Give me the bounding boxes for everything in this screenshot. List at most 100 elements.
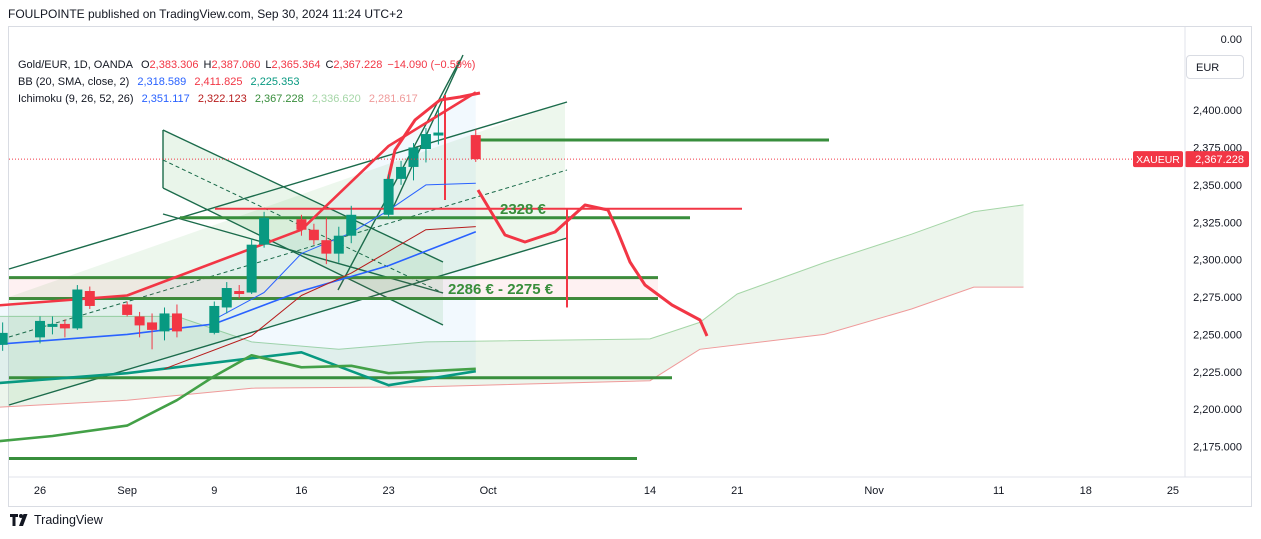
chart-frame [8, 26, 1252, 507]
zone-lower-label: 2286 € - 2275 € [448, 281, 554, 298]
trendline [162, 129, 444, 263]
series-lagging-line [0, 353, 476, 443]
open-label: O [140, 59, 150, 71]
legend-bb[interactable]: BB (20, SMA, close, 2) 2,318.589 2,411.8… [18, 76, 304, 88]
candle-body [0, 332, 8, 345]
x-tick-label: Sep [117, 485, 137, 497]
plot-area: 2328 € 2286 € - 2275 € [0, 54, 1024, 460]
publish-header: FOULPOINTE published on TradingView.com,… [8, 7, 403, 21]
price-tag-text: 2,367.228 [1195, 154, 1244, 166]
tradingview-icon [10, 514, 28, 526]
candle-body [209, 305, 220, 333]
high-value: 2,387.060 [211, 59, 261, 71]
trendline [162, 213, 444, 294]
price-tag-bg [1185, 151, 1249, 168]
y-tick-label: 2,200.000 [1193, 404, 1242, 416]
candle-body [171, 313, 182, 332]
x-tick-label: 18 [1080, 485, 1092, 497]
y-tick-label: 2,175.000 [1193, 442, 1242, 454]
lead1-line [0, 204, 1024, 350]
candle-body [134, 316, 145, 326]
series-base-line [164, 226, 476, 370]
candle-body [296, 219, 307, 230]
bb-title: BB (20, SMA, close, 2) [18, 76, 130, 88]
bb-lower-value: 2,225.353 [250, 76, 300, 88]
zone-upper-label: 2328 € [500, 201, 547, 218]
candle-body [35, 320, 45, 338]
projection-path [476, 189, 709, 337]
legend-symbol[interactable]: Gold/EUR, 1D, OANDA O2,383.306 H2,387.060… [18, 59, 485, 71]
candle-body [147, 322, 158, 330]
x-tick-label: 21 [731, 485, 743, 497]
candle-body [122, 304, 133, 315]
lagging-value: 2,367.228 [254, 93, 304, 105]
x-tick-label: 11 [993, 485, 1004, 497]
candle-body [59, 323, 70, 329]
candle-body [234, 291, 245, 295]
candle-body [246, 244, 257, 293]
y-tick-label: 2,225.000 [1193, 367, 1242, 379]
change-value: −14.090 (−0.59%) [387, 59, 476, 71]
candle-body [396, 166, 407, 179]
close-value: 2,367.228 [333, 59, 383, 71]
bb-upper-arc [386, 91, 481, 181]
y-tick-label: 2,250.000 [1193, 329, 1242, 341]
bb-upper-value: 2,411.825 [194, 76, 243, 88]
candle-body [433, 132, 444, 136]
y-tick-label: 2,350.000 [1193, 180, 1242, 192]
candle-body [420, 134, 431, 149]
y-tick-label: 2,325.000 [1193, 217, 1242, 229]
trendline [8, 101, 568, 270]
lead2-line [0, 286, 1024, 408]
x-tick-label: 9 [211, 485, 217, 497]
low-value: 2,365.364 [271, 59, 321, 71]
trendline [391, 54, 464, 211]
conversion-value: 2,351.117 [141, 93, 190, 105]
x-tick-label: 25 [1167, 485, 1179, 497]
x-tick-label: 26 [34, 485, 46, 497]
symbol-tag-bg [1133, 151, 1183, 168]
y-axis-top-label: 0.00 [1221, 34, 1242, 46]
x-tick-label: 16 [295, 485, 307, 497]
tradingview-logo[interactable]: TradingView [10, 513, 103, 527]
y-tick-label: 2,275.000 [1193, 292, 1242, 304]
candle-body [333, 235, 344, 254]
low-label: L [265, 59, 272, 71]
support-zone-fill [9, 277, 658, 299]
candle-body [383, 178, 394, 215]
y-tick-label: 2,400.000 [1193, 105, 1242, 117]
x-tick-label: 23 [382, 485, 394, 497]
open-value: 2,383.306 [149, 59, 199, 71]
candle-body [408, 147, 419, 167]
candle-body [72, 289, 83, 329]
trendline [162, 187, 444, 326]
candle-body [308, 229, 319, 241]
candle-body [321, 240, 332, 254]
high-label: H [203, 59, 212, 71]
candle-body [259, 217, 270, 245]
legend-ichimoku[interactable]: Ichimoku (9, 26, 52, 26) 2,351.117 2,322… [18, 93, 423, 105]
series-bb-lower-line [0, 350, 477, 387]
x-tick-label: Oct [480, 485, 497, 497]
lead2-value: 2,281.617 [368, 93, 418, 105]
candle-body [159, 313, 170, 332]
close-label: C [325, 59, 334, 71]
x-tick-label: Nov [864, 485, 884, 497]
ohlc-values: O2,383.306 H2,387.060 L2,365.364 C2,367.228… [141, 59, 480, 71]
candle-body [470, 135, 481, 160]
currency-button[interactable]: EUR [1186, 55, 1244, 79]
x-tick-label: 14 [644, 485, 656, 497]
candle-body [47, 323, 58, 327]
symbol-title: Gold/EUR, 1D, OANDA [18, 59, 133, 71]
channel-median-line [8, 169, 568, 338]
lead1-value: 2,336.620 [311, 93, 361, 105]
tradingview-brand: TradingView [34, 513, 103, 527]
symbol-tag-text: XAUEUR [1136, 154, 1180, 166]
ichimoku-title: Ichimoku (9, 26, 52, 26) [18, 93, 134, 105]
y-tick-label: 2,300.000 [1193, 255, 1242, 267]
series-bb-basis-line [0, 231, 477, 345]
bb-fill [0, 92, 476, 386]
candle-body [346, 214, 357, 236]
bb-basis-value: 2,318.589 [137, 76, 187, 88]
